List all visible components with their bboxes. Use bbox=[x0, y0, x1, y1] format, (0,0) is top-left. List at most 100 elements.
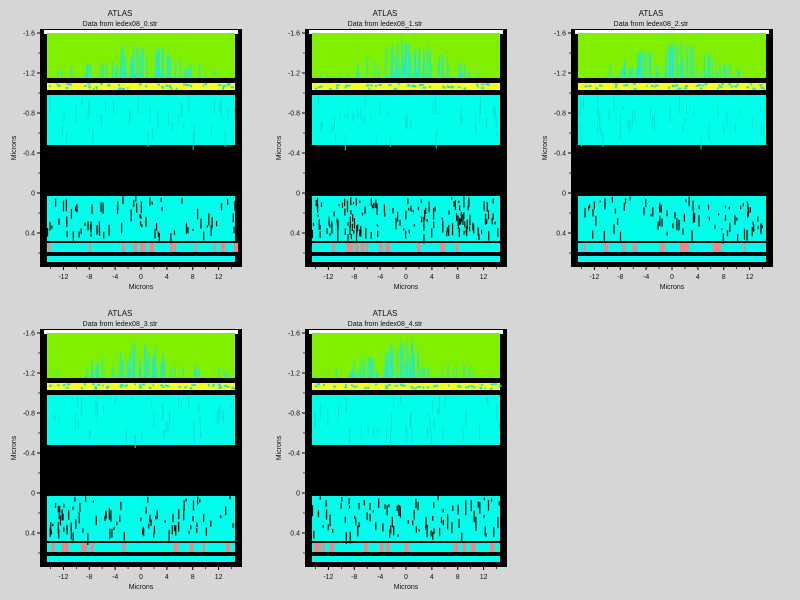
band-streak bbox=[410, 415, 411, 426]
band-speckle bbox=[467, 386, 470, 388]
plume-streak bbox=[86, 73, 87, 78]
dark-streak bbox=[351, 234, 352, 239]
band-speckle bbox=[702, 85, 704, 87]
dark-streak bbox=[412, 520, 413, 525]
x-tick-label: 8 bbox=[456, 274, 460, 281]
dark-streak bbox=[181, 198, 182, 203]
dark-streak bbox=[392, 517, 393, 528]
dark-streak bbox=[459, 519, 460, 528]
band-streak bbox=[88, 109, 89, 120]
band-streak bbox=[92, 130, 93, 145]
dark-streak bbox=[475, 524, 476, 531]
dark-streak bbox=[131, 209, 132, 221]
dark-streak bbox=[58, 529, 59, 539]
plume-streak bbox=[406, 44, 407, 78]
plume-streak bbox=[120, 50, 121, 78]
plume-streak bbox=[468, 72, 469, 78]
dark-streak bbox=[321, 202, 322, 206]
band-streak bbox=[442, 426, 443, 442]
dark-streak bbox=[359, 200, 360, 203]
band-streak bbox=[654, 114, 655, 131]
x-tick-label: -12 bbox=[58, 274, 68, 281]
band-speckle bbox=[68, 83, 70, 85]
band-speckle bbox=[420, 84, 423, 86]
dark-streak bbox=[692, 230, 693, 242]
plume-streak bbox=[370, 358, 371, 378]
dark-streak bbox=[320, 231, 321, 238]
dark-streak bbox=[225, 506, 226, 515]
plume-streak bbox=[130, 353, 131, 378]
dark-streak bbox=[630, 197, 631, 201]
dark-streak bbox=[349, 226, 350, 235]
dark-streak bbox=[750, 207, 751, 213]
band-speckle bbox=[588, 85, 591, 87]
plume-streak bbox=[183, 366, 184, 378]
band-streak bbox=[479, 425, 480, 439]
y-tick-label: -1.2 bbox=[23, 371, 35, 378]
dark-streak bbox=[227, 199, 228, 205]
band-streak bbox=[431, 432, 432, 446]
dark-streak bbox=[100, 202, 101, 212]
band-speckle bbox=[329, 88, 332, 90]
band-speckle bbox=[153, 384, 155, 386]
band-speckle bbox=[57, 85, 59, 87]
material-band bbox=[312, 556, 500, 562]
plume-streak bbox=[160, 364, 161, 378]
dark-streak bbox=[678, 220, 679, 231]
dark-streak bbox=[431, 530, 432, 536]
dark-streak bbox=[99, 231, 100, 236]
band-speckle bbox=[477, 86, 479, 88]
dark-streak bbox=[165, 520, 166, 523]
band-streak bbox=[163, 430, 164, 436]
band-streak bbox=[462, 427, 463, 442]
dark-streak bbox=[60, 515, 61, 525]
pink-speckle bbox=[660, 243, 665, 252]
band-streak bbox=[496, 404, 497, 420]
band-streak bbox=[735, 123, 736, 132]
band-streak bbox=[148, 131, 149, 147]
band-streak bbox=[486, 118, 487, 128]
band-streak bbox=[327, 410, 328, 427]
band-streak bbox=[345, 134, 346, 150]
dark-streak bbox=[479, 502, 480, 514]
pink-speckle bbox=[66, 543, 69, 552]
band-speckle bbox=[750, 83, 752, 85]
plume-streak bbox=[676, 46, 677, 78]
dark-streak bbox=[329, 225, 330, 228]
band-speckle bbox=[634, 88, 637, 90]
band-streak bbox=[318, 96, 319, 104]
dark-streak bbox=[694, 213, 695, 222]
pink-speckle bbox=[471, 543, 476, 552]
band-speckle bbox=[385, 387, 388, 389]
band-speckle bbox=[746, 86, 749, 88]
dark-streak bbox=[350, 217, 351, 228]
dark-streak bbox=[352, 224, 353, 231]
dark-streak bbox=[473, 225, 474, 234]
dark-streak bbox=[99, 221, 100, 231]
dark-streak bbox=[488, 210, 489, 219]
chart-svg: ATLASData from ledex08_0.str-12 -8 -4 0 4 8 12… bbox=[10, 5, 250, 295]
band-speckle bbox=[222, 88, 224, 90]
band-speckle bbox=[481, 87, 484, 89]
plume-streak bbox=[140, 358, 141, 378]
plume-streak bbox=[692, 51, 693, 78]
band-streak bbox=[393, 397, 394, 409]
pink-speckle bbox=[454, 543, 458, 552]
x-axis-label: Microns bbox=[129, 284, 154, 291]
dark-streak bbox=[328, 525, 329, 531]
band-streak bbox=[75, 412, 76, 429]
dark-streak bbox=[760, 223, 761, 234]
band-speckle bbox=[219, 385, 222, 387]
band-streak bbox=[166, 422, 167, 433]
dark-streak bbox=[377, 231, 378, 237]
dark-streak bbox=[492, 222, 493, 224]
band-streak bbox=[332, 126, 333, 132]
dark-streak bbox=[339, 204, 340, 206]
band-streak bbox=[685, 118, 686, 124]
band-speckle bbox=[370, 84, 372, 86]
chart-panel: ATLAS Data from ledex08_2.str -12 -8 -4 0 4 8 12… bbox=[541, 5, 781, 295]
band-streak bbox=[432, 400, 433, 411]
dark-streak bbox=[468, 198, 469, 207]
band-streak bbox=[335, 133, 336, 140]
band-speckle bbox=[167, 385, 170, 387]
